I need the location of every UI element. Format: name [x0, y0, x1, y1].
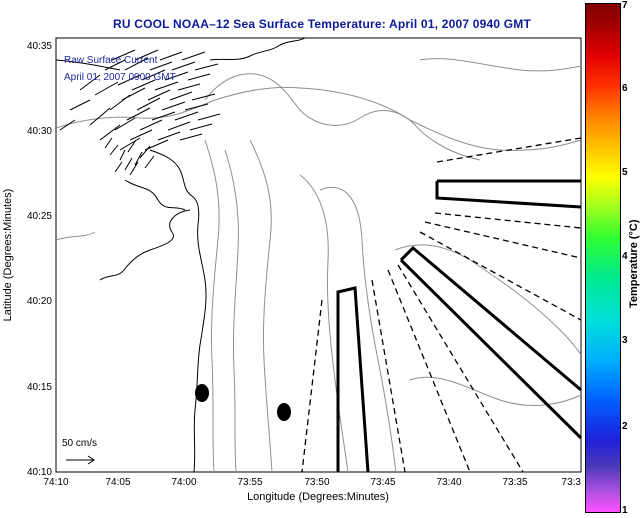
- colorbar-label-text: Temperature (°C): [628, 219, 640, 308]
- sampling-boxes: [336, 179, 583, 473]
- legend-line-1: Raw Surface Current: [64, 55, 158, 66]
- surface-current-vectors: [59, 49, 221, 176]
- colorbar-tick: 2: [622, 421, 628, 432]
- plot-frame: [55, 37, 582, 473]
- colorbar-tick: 3: [622, 335, 628, 346]
- colorbar-tick: 5: [622, 167, 628, 178]
- y-tick: 40:20: [27, 296, 52, 307]
- colorbar-label: Temperature (°C): [628, 219, 640, 308]
- station-markers: [195, 384, 291, 421]
- x-tick: 74:05: [105, 477, 130, 488]
- scale-arrow: [66, 455, 95, 465]
- x-tick: 73:35: [502, 477, 527, 488]
- map-title: RU COOL NOAA–12 Sea Surface Temperature:…: [112, 17, 532, 31]
- scale-label: 50 cm/s: [62, 438, 97, 449]
- legend-line-2: April 01, 2007 0900 GMT: [64, 72, 176, 83]
- colorbar-tick: 6: [622, 83, 628, 94]
- x-tick: 74:10: [43, 477, 68, 488]
- x-tick: 73:3: [562, 477, 582, 488]
- x-tick: 73:40: [436, 477, 461, 488]
- colorbar-tick: 4: [622, 251, 628, 262]
- y-tick: 40:15: [27, 382, 52, 393]
- x-axis: 74:10 74:05 74:00 73:55 73:50 73:45 73:4…: [43, 477, 581, 503]
- colorbar-tick: 7: [622, 0, 628, 11]
- temperature-colorbar: [585, 3, 621, 513]
- x-tick: 73:55: [237, 477, 262, 488]
- x-tick: 73:50: [304, 477, 329, 488]
- y-tick: 40:10: [27, 467, 52, 478]
- y-tick: 40:35: [27, 41, 52, 52]
- transect-lines: [301, 137, 582, 473]
- y-axis-label: Latitude (Degrees:Minutes): [2, 189, 14, 322]
- x-axis-label: Longitude (Degrees:Minutes): [247, 491, 389, 503]
- colorbar-tick: 1: [622, 505, 628, 516]
- y-tick: 40:25: [27, 211, 52, 222]
- bathymetry-contours: [55, 58, 582, 473]
- coastline: [55, 37, 306, 473]
- y-tick: 40:30: [27, 126, 52, 137]
- x-tick: 73:45: [370, 477, 395, 488]
- x-tick: 74:00: [171, 477, 196, 488]
- y-axis: 40:35 40:30 40:25 40:20 40:15 40:10 Lati…: [2, 41, 52, 478]
